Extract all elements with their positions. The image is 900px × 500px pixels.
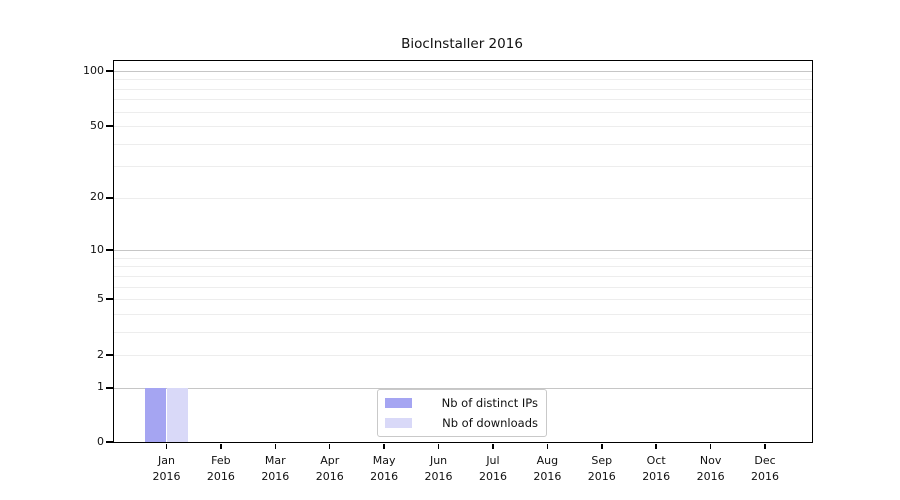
x-tick-label-jul: Jul 2016 — [478, 454, 507, 483]
x-tick-label-nov: Nov 2016 — [696, 454, 725, 483]
minor-gridline — [114, 99, 812, 101]
y-tick-label: 50 — [90, 118, 104, 132]
minor-gridline — [114, 197, 812, 199]
y-tick-label: 2 — [97, 347, 104, 361]
x-tick-mark — [437, 443, 440, 449]
y-tick-label: 0 — [97, 434, 104, 448]
x-tick-mark — [655, 443, 657, 449]
chart-title: BiocInstaller 2016 — [401, 36, 523, 52]
y-tick-label: 10 — [90, 242, 104, 256]
x-tick-mark — [328, 443, 331, 449]
x-tick-label-jun: Jun 2016 — [424, 454, 453, 483]
major-gridline — [114, 250, 812, 252]
legend-label: Nb of distinct IPs — [441, 395, 538, 410]
minor-gridline — [114, 126, 812, 128]
x-tick-mark — [709, 443, 712, 449]
minor-gridline — [114, 88, 812, 90]
y-tick-mark — [105, 249, 113, 251]
minor-gridline — [114, 266, 812, 268]
legend-item-downloads: Nb of downloads — [385, 415, 538, 433]
major-gridline — [114, 71, 812, 72]
x-tick-mark — [492, 443, 494, 449]
y-tick-label: 1 — [97, 380, 104, 394]
x-tick-mark — [165, 443, 168, 449]
plot-area: 0 1 2 5 10 20 50 100 Jan 2016 Feb 2016 Mar 2016 Ap… — [83, 60, 813, 483]
minor-gridline — [114, 313, 812, 315]
bar-jan-series1 — [166, 387, 189, 442]
minor-gridline — [114, 79, 812, 81]
x-tick-label-feb: Feb 2016 — [206, 454, 235, 483]
x-tick-mark — [764, 443, 766, 449]
legend-label: Nb of downloads — [442, 416, 538, 431]
major-gridline — [114, 387, 812, 389]
y-tick-label: 100 — [83, 63, 104, 77]
x-tick-label-aug: Aug 2016 — [533, 454, 562, 483]
x-tick-label-dec: Dec 2016 — [751, 454, 779, 483]
minor-gridline — [114, 286, 812, 288]
legend-swatch-icon — [385, 418, 412, 429]
y-tick-mark — [105, 70, 113, 72]
y-tick-mark — [105, 298, 113, 300]
x-tick-label-apr: Apr 2016 — [315, 454, 344, 483]
minor-gridline — [114, 275, 812, 277]
minor-gridline — [114, 299, 812, 301]
legend-swatch-icon — [385, 397, 412, 408]
x-tick-mark — [601, 443, 603, 449]
minor-gridline — [114, 143, 812, 145]
legend-item-distinct-ips: Nb of distinct IPs — [385, 394, 538, 412]
minor-gridline — [114, 331, 812, 333]
x-tick-mark — [546, 443, 549, 449]
y-tick-label: 5 — [97, 291, 104, 305]
minor-gridline — [114, 257, 812, 259]
x-tick-label-oct: Oct 2016 — [642, 454, 671, 483]
x-tick-mark — [383, 443, 385, 449]
x-tick-mark — [220, 443, 222, 449]
y-tick-label: 20 — [90, 190, 104, 204]
x-tick-label-mar: Mar 2016 — [261, 454, 290, 483]
minor-gridline — [114, 166, 812, 168]
bar-jan-series0 — [144, 387, 167, 442]
minor-gridline — [114, 111, 812, 113]
x-tick-label-jan: Jan 2016 — [152, 454, 181, 483]
legend: Nb of distinct IPs Nb of downloads — [377, 389, 547, 437]
y-tick-mark — [105, 197, 113, 199]
x-tick-label-may: May 2016 — [370, 454, 399, 483]
minor-gridline — [114, 355, 812, 357]
x-tick-label-sep: Sep 2016 — [587, 454, 616, 483]
y-tick-mark — [105, 441, 113, 443]
y-tick-mark — [105, 387, 113, 389]
y-tick-mark — [105, 354, 113, 356]
x-tick-mark — [274, 443, 277, 449]
y-tick-mark — [105, 125, 113, 127]
